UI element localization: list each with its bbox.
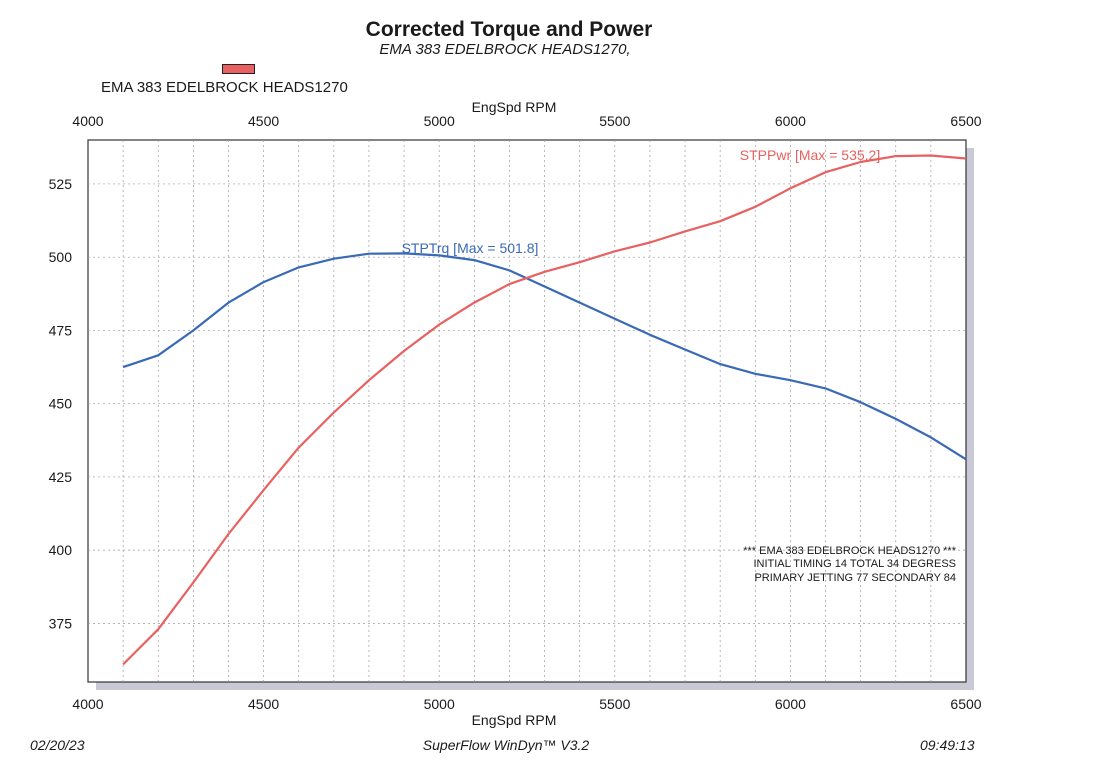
torque-series-line: [122, 252, 967, 461]
x-tick-label-top: 4500: [248, 113, 279, 129]
footer-software: SuperFlow WinDyn™ V3.2: [422, 737, 590, 753]
grid: [88, 140, 966, 682]
y-tick-label: 400: [49, 542, 73, 558]
plot-area: [87, 139, 967, 683]
annotation-line-3: PRIMARY JETTING 77 SECONDARY 84: [754, 572, 956, 584]
footer-date: 02/20/23: [30, 737, 85, 753]
y-tick-label: 425: [49, 469, 73, 485]
x-tick-label-top: 4000: [72, 113, 103, 129]
x-tick-label-bottom: 6500: [950, 696, 981, 712]
x-tick-label-top: 5500: [599, 113, 630, 129]
chart-title: Corrected Torque and Power: [365, 18, 653, 41]
x-tick-label-bottom: 5000: [424, 696, 455, 712]
x-tick-label-bottom: 4000: [72, 696, 103, 712]
y-tick-label: 475: [49, 322, 73, 338]
x-tick-label-top: 5000: [424, 113, 455, 129]
y-tick-label: 450: [49, 396, 73, 412]
legend-label: EMA 383 EDELBROCK HEADS1270: [101, 79, 348, 96]
torque-series-label: STPTrq [Max = 501.8]: [402, 240, 539, 256]
y-tick-label: 500: [49, 249, 73, 265]
y-tick-label: 525: [49, 176, 73, 192]
x-tick-label-top: 6000: [775, 113, 806, 129]
x-tick-label-top: 6500: [950, 113, 981, 129]
chart-subtitle: EMA 383 EDELBROCK HEADS1270,: [379, 41, 631, 58]
axis-ticks: 4000 4000 4500 4500 5000 5000 5500 5500 6000 6000…: [49, 113, 982, 712]
annotation-line-1: *** EMA 383 EDELBROCK HEADS1270 ***: [743, 545, 956, 557]
x-axis-top-label: EngSpd RPM: [472, 99, 557, 115]
power-series-label: STPPwr [Max = 535.2]: [740, 147, 880, 163]
footer-time: 09:49:13: [920, 737, 975, 753]
x-tick-label-bottom: 5500: [599, 696, 630, 712]
power-series-line: [122, 154, 967, 666]
x-tick-label-bottom: 6000: [775, 696, 806, 712]
y-tick-label: 375: [49, 615, 73, 631]
x-axis-bottom-label: EngSpd RPM: [472, 712, 557, 728]
x-tick-label-bottom: 4500: [248, 696, 279, 712]
annotation-line-2: INITIAL TIMING 14 TOTAL 34 DEGRESS: [753, 558, 956, 570]
dyno-chart: 4000 4000 4500 4500 5000 5000 5500 5500 6000 6000…: [49, 99, 982, 728]
series-layer: [122, 154, 967, 666]
legend-swatch: [222, 64, 255, 74]
